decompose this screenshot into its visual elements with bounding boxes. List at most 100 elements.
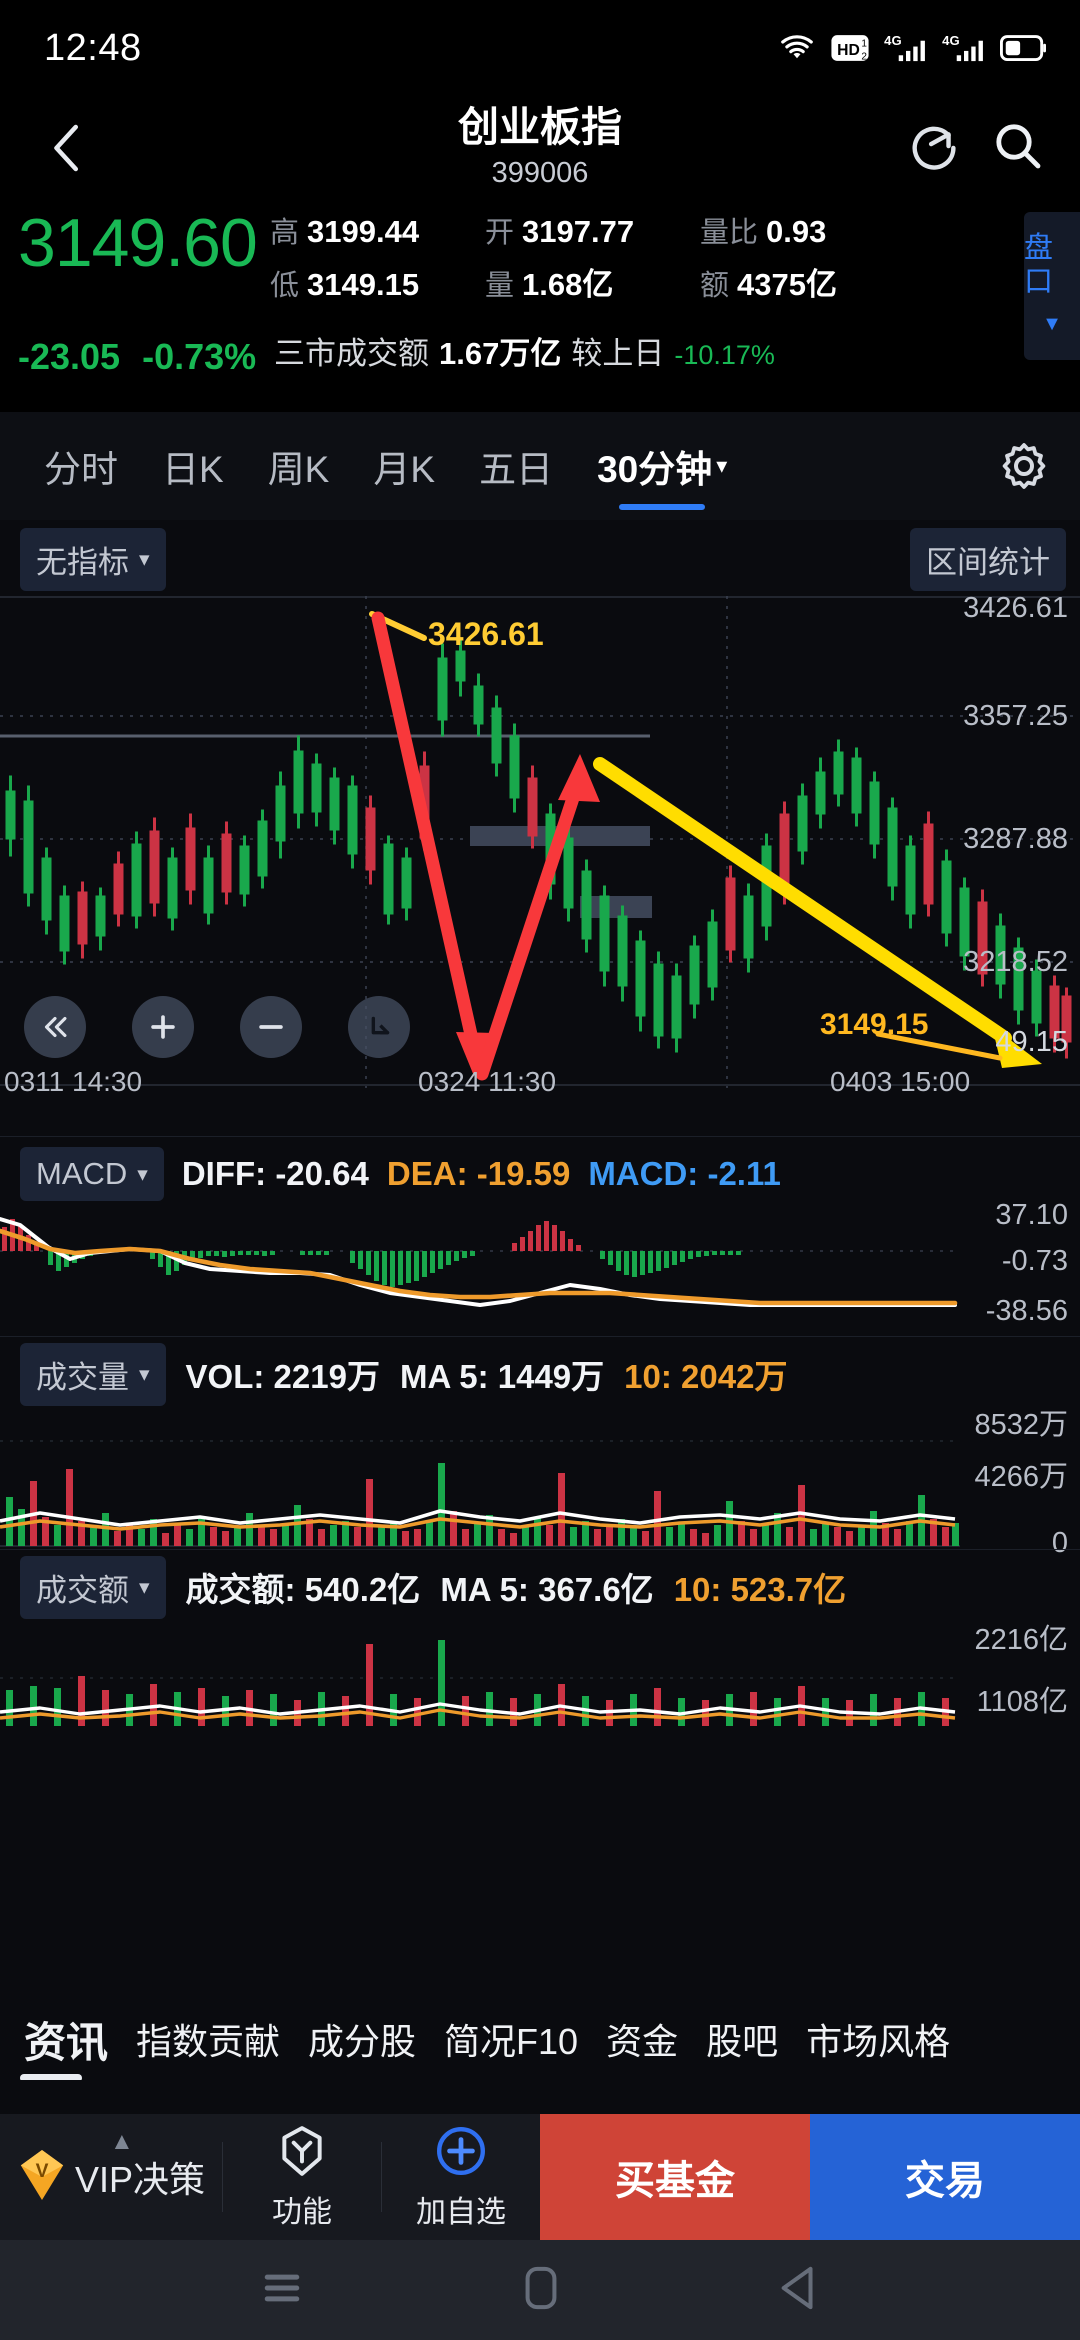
section-tab-contribution[interactable]: 指数贡献 (122, 2013, 294, 2065)
vip-label: VIP决策 (74, 2159, 206, 2200)
tab-dayk[interactable]: 日K (140, 412, 246, 520)
macd-macd-label: MACD: (588, 1155, 699, 1192)
indicator-selector[interactable]: 无指标 ▾ (20, 528, 166, 591)
macd-panel[interactable]: MACD ▾ DIFF: -20.64 DEA: -19.59 MACD: -2… (0, 1136, 1080, 1336)
volume-selector[interactable]: 成交量 ▾ (20, 1342, 166, 1406)
macd-yaxis-0: 37.10 (995, 1199, 1068, 1231)
high-price-marker: 3426.61 (428, 616, 544, 652)
back-nav-icon[interactable] (777, 2265, 821, 2316)
share-refresh-icon[interactable] (906, 117, 964, 180)
range-stats-button[interactable]: 区间统计 (910, 528, 1066, 591)
status-icons: HD 1 2 4G 4G (778, 32, 1046, 64)
macd-diff-label: DIFF: (181, 1155, 267, 1192)
stat-volratio-label: 量比 (700, 217, 759, 249)
status-time: 12:48 (44, 26, 142, 69)
trade-label: 交易 (905, 2159, 985, 2203)
back-icon[interactable] (30, 111, 104, 185)
add-watchlist-button[interactable]: 加自选 (382, 2114, 540, 2240)
volume-yaxis-1: 4266万 (974, 1461, 1068, 1493)
quote-stats: 高 3199.44 开 3197.77 量比 0.93 低 31 (270, 206, 1066, 312)
rewind-icon[interactable] (24, 996, 86, 1058)
period-tab-bar: 分时 日K 周K 月K 五日 30分钟 ▾ (0, 412, 1080, 520)
section-tab-news[interactable]: 资讯 (10, 2009, 122, 2080)
macd-diff-value: -20.64 (275, 1155, 369, 1192)
x-axis: 0311 14:30 0324 11:30 0403 15:00 (0, 1058, 1080, 1098)
volume-vol: VOL: 2219万 (186, 1350, 380, 1398)
expand-icon[interactable] (348, 996, 410, 1058)
market-turnover-line: 三市成交额 1.67万亿 较上日 -10.17% (270, 312, 775, 373)
zoom-out-icon[interactable] (240, 996, 302, 1058)
tab-monthk[interactable]: 月K (351, 412, 457, 520)
amount-header: 成交额 ▾ 成交额: 540.2亿 MA 5: 367.6亿 10: 523.7… (0, 1550, 1080, 1619)
tab-fenshi-label: 分时 (44, 449, 118, 490)
gear-icon[interactable] (994, 436, 1054, 496)
title-actions (906, 117, 1046, 180)
signal-4g-2-icon: 4G (942, 32, 986, 64)
volume-ma10-label: 10: (624, 1358, 672, 1395)
stat-high: 高 3199.44 (270, 206, 485, 259)
amount-ma5: MA 5: 367.6亿 (440, 1563, 653, 1611)
stat-volratio-value: 0.93 (766, 214, 827, 249)
stat-low-label: 低 (270, 270, 300, 302)
pankou-button[interactable]: 盘口 ▼ (1024, 212, 1080, 360)
red-up-arrow (475, 754, 600, 1081)
stat-volume: 量 1.68亿 (485, 259, 700, 312)
action-bar: ▲ V VIP决策 功能 (0, 2114, 1080, 2240)
amount-ma10-value: 523.7亿 (730, 1571, 847, 1608)
tab-30min[interactable]: 30分钟 ▾ (575, 412, 749, 520)
home-icon[interactable] (523, 2265, 559, 2316)
section-tab-forum[interactable]: 股吧 (692, 2013, 792, 2065)
macd-selector[interactable]: MACD ▾ (20, 1147, 164, 1201)
macd-diff: DIFF: -20.64 (182, 1155, 369, 1193)
amount-svg (0, 1640, 960, 1726)
amount-selector[interactable]: 成交额 ▾ (20, 1555, 166, 1619)
tab-fiveday[interactable]: 五日 (457, 412, 575, 520)
stat-amount-label: 额 (700, 270, 730, 302)
last-price-marker: 49.15 (995, 1026, 1068, 1058)
market-compare-label: 较上日 (571, 336, 665, 371)
function-button[interactable]: 功能 (223, 2114, 381, 2240)
volume-header: 成交量 ▾ VOL: 2219万 MA 5: 1449万 10: 2042万 (0, 1337, 1080, 1406)
tab-weekk[interactable]: 周K (246, 412, 352, 520)
chevron-down-icon: ▾ (139, 548, 150, 571)
divider (381, 2142, 382, 2212)
yaxis-label-0: 3426.61 (963, 592, 1068, 624)
section-tab-market-style[interactable]: 市场风格 (792, 2013, 964, 2065)
volume-vol-label: VOL: (185, 1358, 265, 1395)
amount-ma10-label: 10: (673, 1571, 722, 1608)
section-tab-bar: 资讯 指数贡献 成分股 简况F10 资金 股吧 市场风格 (0, 1998, 1080, 2080)
volume-ma5-label: MA 5: (399, 1358, 489, 1395)
volume-panel[interactable]: 成交量 ▾ VOL: 2219万 MA 5: 1449万 10: 2042万 (0, 1336, 1080, 1559)
recents-icon[interactable] (259, 2268, 305, 2313)
search-icon[interactable] (990, 118, 1046, 179)
stat-open-value: 3197.77 (522, 214, 635, 249)
pankou-label: 盘口 (1024, 232, 1054, 298)
svg-text:4G: 4G (942, 33, 959, 48)
stat-amount-value: 4375亿 (737, 267, 837, 302)
market-compare-value: -10.17% (674, 340, 775, 370)
volume-ma10: 10: 2042万 (624, 1350, 787, 1398)
battery-icon (1000, 34, 1046, 62)
amount-yaxis-0: 2216亿 (974, 1624, 1068, 1656)
section-tab-contribution-label: 指数贡献 (136, 2021, 281, 2062)
up-arrow-icon: ▲ (110, 2128, 134, 2155)
buy-fund-button[interactable]: 买基金 (540, 2114, 810, 2240)
chevron-down-icon: ▾ (137, 1162, 148, 1186)
macd-yaxis-2: -38.56 (985, 1295, 1068, 1327)
vip-button[interactable]: ▲ V VIP决策 (0, 2114, 222, 2240)
section-tab-constituents[interactable]: 成分股 (294, 2013, 430, 2065)
quote-row-2: 低 3149.15 量 1.68亿 额 4375亿 (270, 259, 1066, 312)
trade-button[interactable]: 交易 (810, 2114, 1080, 2240)
chevron-down-icon: ▼ (1042, 313, 1062, 335)
main-candle-chart[interactable]: 3426.61 3357.25 3287.88 3218.52 3426.61 … (0, 592, 1080, 1097)
section-tab-constituents-label: 成分股 (308, 2021, 417, 2062)
amount-panel[interactable]: 成交额 ▾ 成交额: 540.2亿 MA 5: 367.6亿 10: 523.7… (0, 1549, 1080, 1726)
zoom-in-icon[interactable] (132, 996, 194, 1058)
section-tab-news-label: 资讯 (24, 2018, 109, 2066)
section-tab-funds-label: 资金 (606, 2021, 679, 2062)
section-tab-funds[interactable]: 资金 (592, 2013, 692, 2065)
tab-fenshi[interactable]: 分时 (22, 412, 140, 520)
section-tab-f10[interactable]: 简况F10 (430, 2013, 592, 2065)
yaxis-label-2: 3287.88 (963, 823, 1068, 855)
